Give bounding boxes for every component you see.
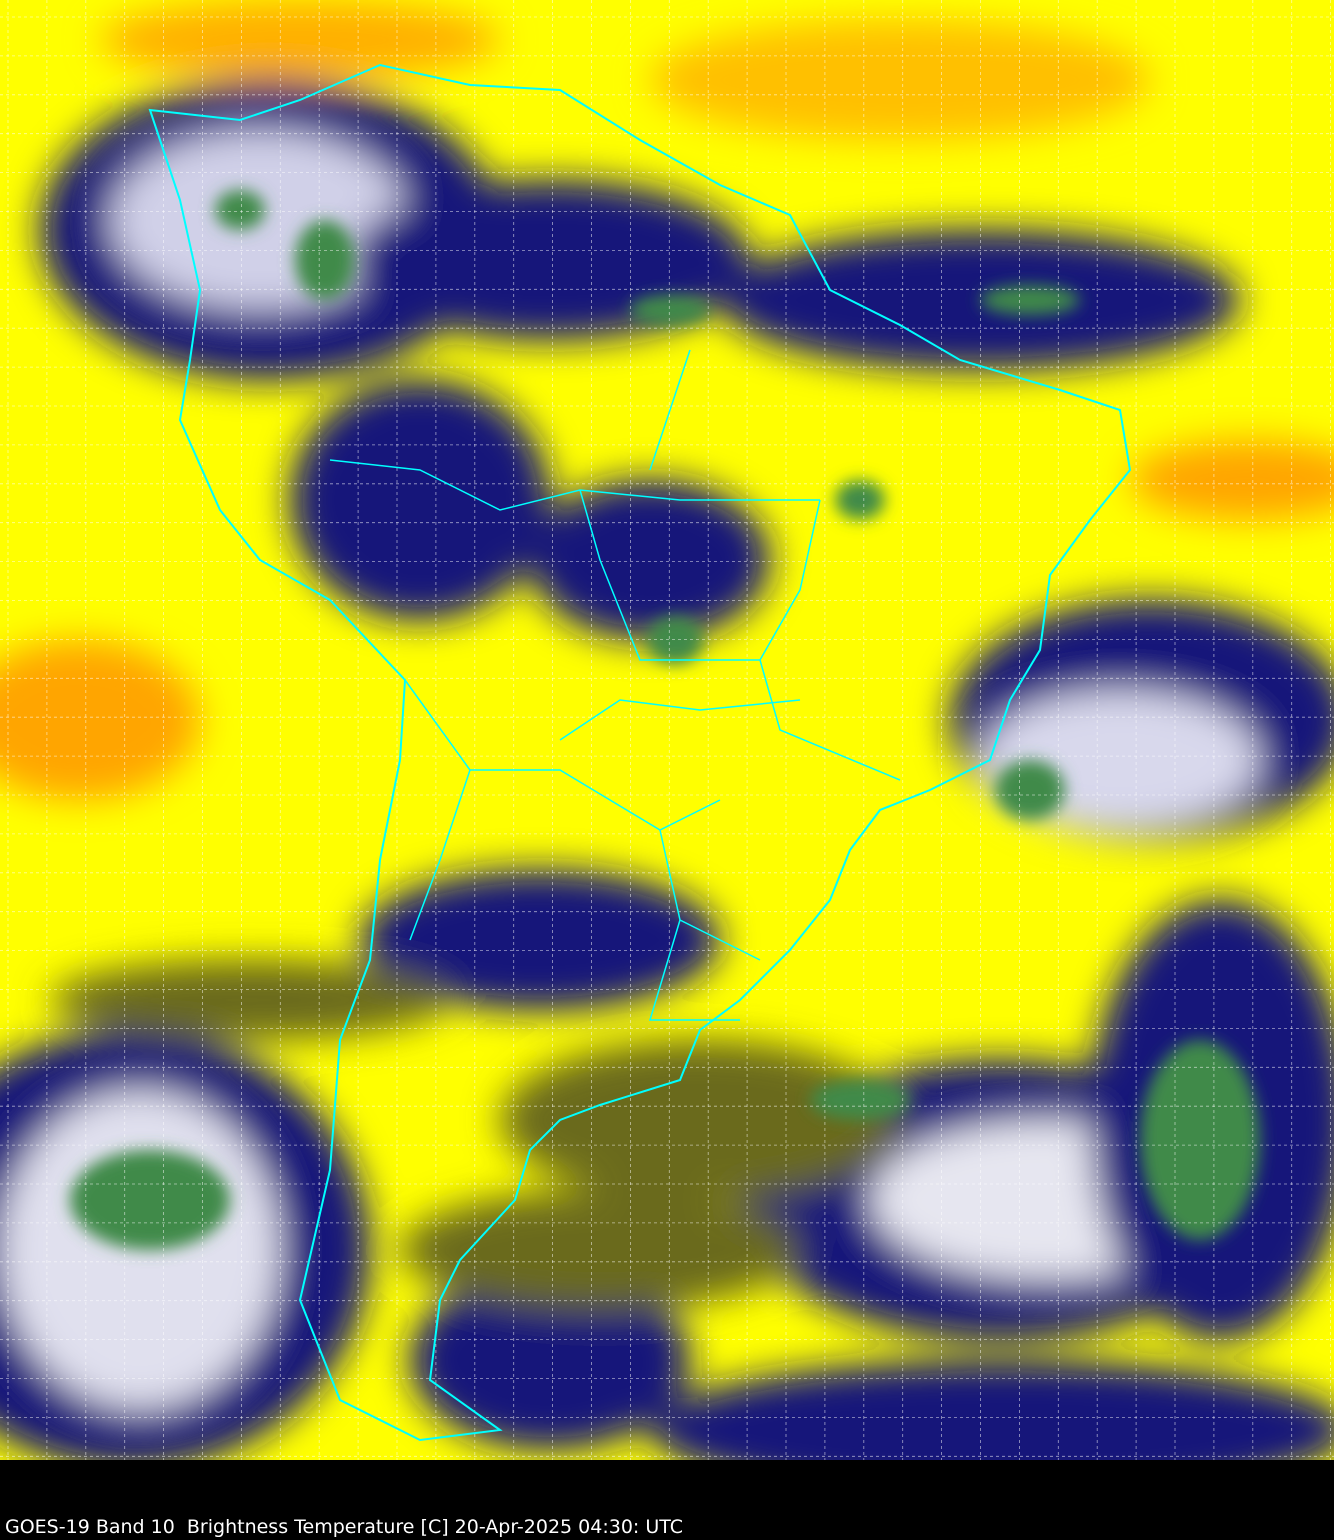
cold-cloud-tops <box>70 190 1260 1250</box>
internal-boundaries <box>329 349 901 1021</box>
image-caption: GOES-19 Band 10 Brightness Temperature [… <box>5 1516 684 1538</box>
country-boundaries <box>148 63 1132 1442</box>
caption-bar <box>0 1460 1334 1540</box>
satellite-image <box>0 0 1334 1460</box>
lat-lon-grid <box>0 0 1334 1460</box>
